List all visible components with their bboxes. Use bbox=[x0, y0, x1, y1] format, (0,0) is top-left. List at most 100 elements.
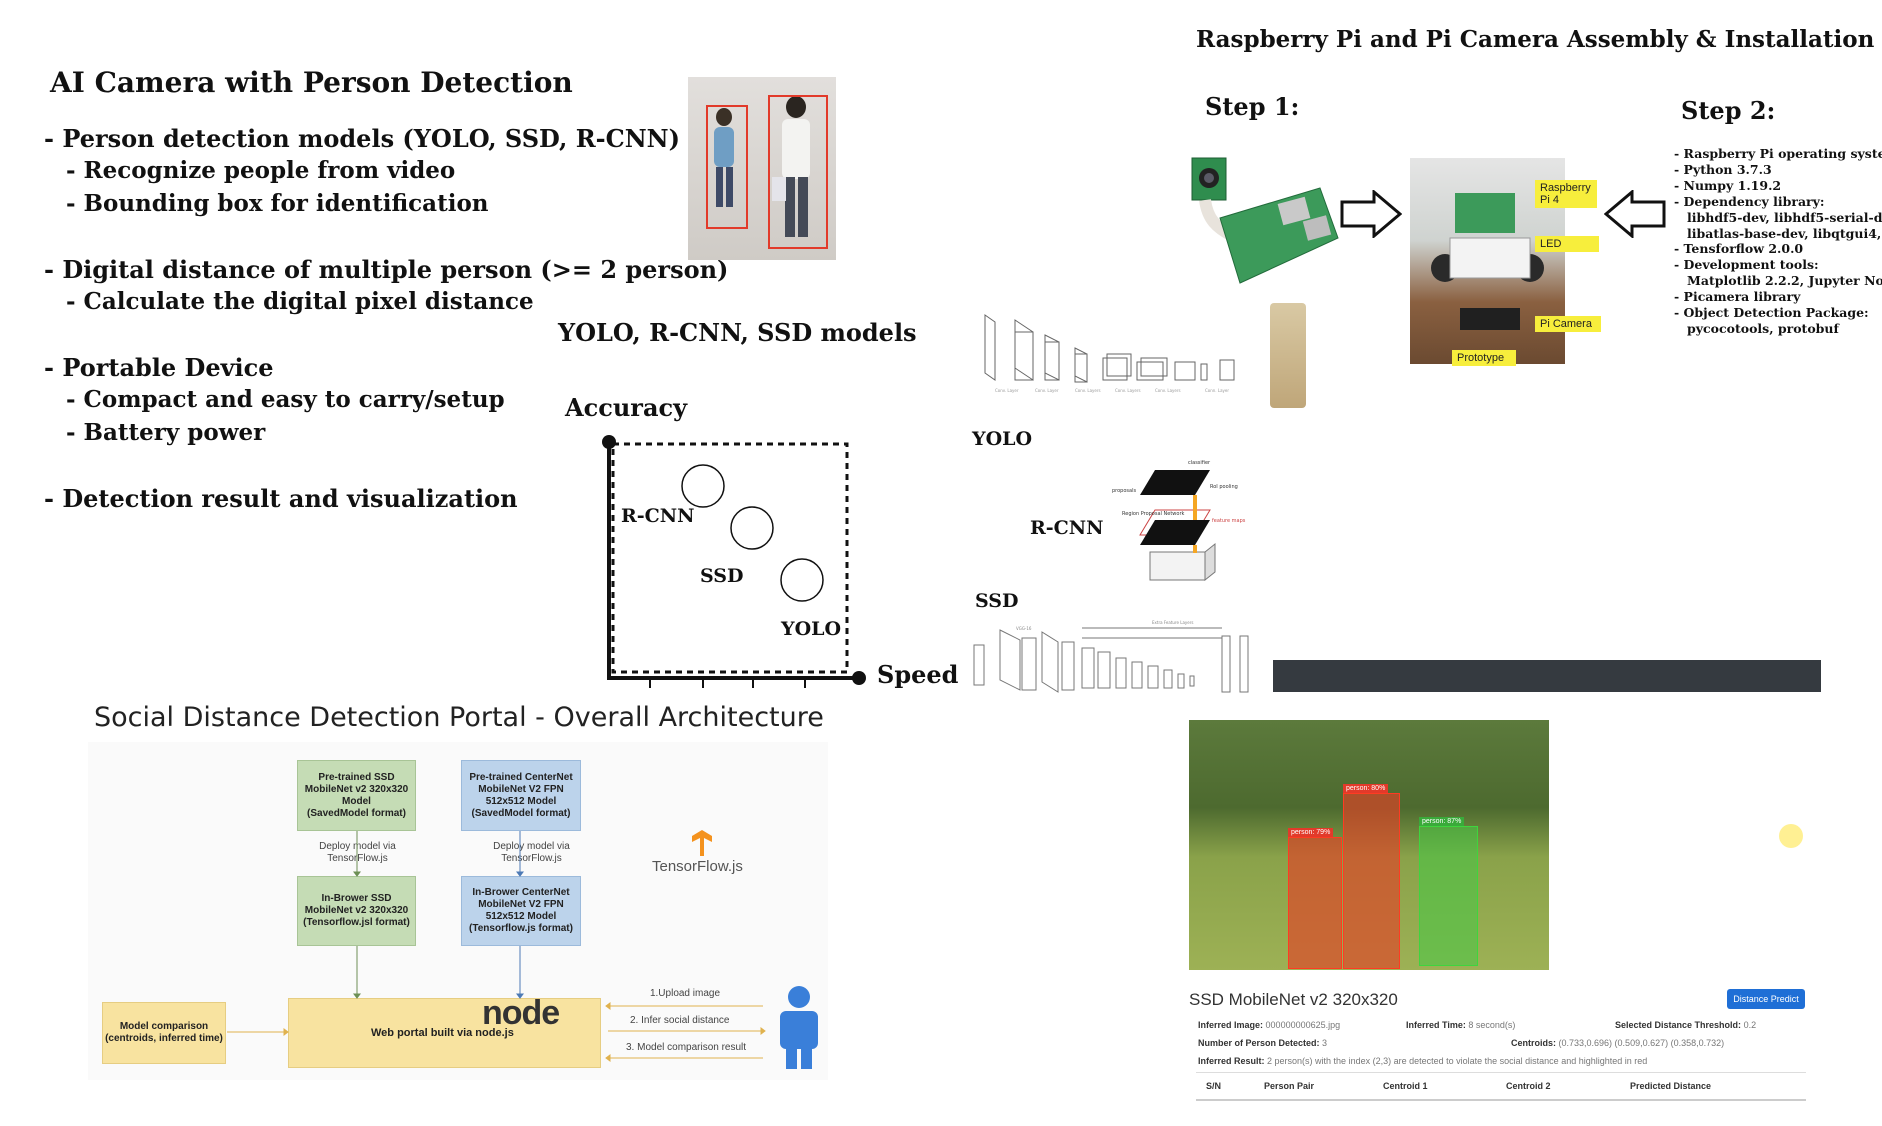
yolo-point bbox=[781, 559, 823, 601]
step2-item: - Development tools: bbox=[1674, 257, 1882, 273]
rcnn-point-label: R-CNN bbox=[621, 505, 695, 527]
rcnn-point bbox=[682, 465, 724, 507]
detection-box: person: 87% bbox=[1419, 826, 1478, 966]
inferred-image-label: Inferred Image: bbox=[1198, 1020, 1263, 1030]
model-title: SSD MobileNet v2 320x320 bbox=[1189, 990, 1398, 1010]
step2-label: Step 2: bbox=[1681, 96, 1775, 125]
prototype-label: Prototype bbox=[1452, 350, 1516, 366]
yolo-point-label: YOLO bbox=[781, 618, 841, 640]
col-person-pair: Person Pair bbox=[1264, 1081, 1314, 1091]
step-infer-note: 2. Infer social distance bbox=[630, 1015, 760, 1027]
person-bbox-1 bbox=[706, 105, 748, 229]
architecture-title: Social Distance Detection Portal - Overa… bbox=[94, 702, 824, 733]
pedestrian-photo bbox=[688, 77, 836, 260]
detection-result-image: person: 79% person: 80% person: 87% bbox=[1189, 720, 1549, 970]
inferred-image-row: Inferred Image: 000000000625.jpg bbox=[1198, 1020, 1340, 1030]
centroids-value: (0.733,0.696) (0.509,0.627) (0.358,0.732… bbox=[1559, 1038, 1725, 1048]
ssd-point bbox=[731, 507, 773, 549]
step-compare-note: 3. Model comparison result bbox=[626, 1042, 766, 1054]
inferred-result-label: Inferred Result: bbox=[1198, 1056, 1265, 1066]
ssd-architecture-diagram: Extra Feature Layers VGG-16 bbox=[972, 620, 1272, 700]
detection-box: person: 79% bbox=[1288, 837, 1342, 969]
svg-text:RoI pooling: RoI pooling bbox=[1210, 484, 1238, 490]
pi-camera-label: Pi Camera bbox=[1535, 316, 1601, 332]
step-upload-note: 1.Upload image bbox=[630, 988, 740, 1000]
col-centroid-1: Centroid 1 bbox=[1383, 1081, 1428, 1091]
col-sn: S/N bbox=[1206, 1081, 1221, 1091]
step2-item: - Tensforflow 2.0.0 bbox=[1674, 241, 1882, 257]
bullet-pixel-distance: - Calculate the digital pixel distance bbox=[66, 288, 534, 315]
step1-label: Step 1: bbox=[1205, 92, 1299, 121]
svg-text:Conv. Layer: Conv. Layer bbox=[1035, 388, 1059, 393]
ssd-point-label: SSD bbox=[700, 565, 744, 587]
svg-text:Extra Feature Layers: Extra Feature Layers bbox=[1152, 620, 1193, 625]
x-axis-dot bbox=[852, 671, 866, 685]
models-chart bbox=[595, 430, 875, 690]
step2-item: - Numpy 1.19.2 bbox=[1674, 178, 1882, 194]
models-chart-title: YOLO, R-CNN, SSD models bbox=[558, 318, 917, 347]
bullet-detection-result: - Detection result and visualization bbox=[44, 484, 518, 513]
person-bbox-2 bbox=[768, 95, 828, 249]
y-axis-dot bbox=[602, 435, 616, 449]
bullet-detection-models: - Person detection models (YOLO, SSD, R-… bbox=[44, 124, 680, 153]
chart-axes bbox=[609, 442, 859, 678]
step2-item: - Raspberry Pi operating system (OS) bbox=[1674, 146, 1882, 162]
detection-box: person: 80% bbox=[1343, 793, 1400, 969]
inferred-result-value: 2 person(s) with the index (2,3) are det… bbox=[1267, 1056, 1647, 1066]
arrow-left-icon bbox=[1604, 190, 1666, 238]
svg-text:Conv. Layers: Conv. Layers bbox=[1075, 388, 1101, 393]
results-table-header: S/N Person Pair Centroid 1 Centroid 2 Pr… bbox=[1196, 1072, 1806, 1101]
step2-item: - Dependency library: bbox=[1674, 194, 1882, 210]
inferred-image-value: 000000000625.jpg bbox=[1266, 1020, 1341, 1030]
num-persons-value: 3 bbox=[1322, 1038, 1327, 1048]
step2-item: libatlas-base-dev, libqtgui4, libqt4-te bbox=[1674, 226, 1882, 242]
step2-item: - Python 3.7.3 bbox=[1674, 162, 1882, 178]
inferred-time-value: 8 second(s) bbox=[1468, 1020, 1515, 1030]
svg-text:Conv. Layers: Conv. Layers bbox=[1115, 388, 1141, 393]
svg-text:classifier: classifier bbox=[1188, 460, 1211, 466]
led-label: LED bbox=[1535, 236, 1599, 252]
inferred-time-label: Inferred Time: bbox=[1406, 1020, 1466, 1030]
rcnn-architecture-diagram: classifier RoI pooling proposals Region Pr… bbox=[1100, 440, 1250, 590]
rcnn-diagram-label: R-CNN bbox=[1030, 517, 1104, 539]
detection-label: person: 79% bbox=[1288, 828, 1333, 837]
bullet-battery: - Battery power bbox=[66, 419, 265, 446]
raspberry-kit-photo bbox=[1270, 303, 1306, 408]
step2-item: libhdf5-dev, libhdf5-serial-dev, bbox=[1674, 210, 1882, 226]
bullet-digital-distance: - Digital distance of multiple person (>… bbox=[44, 255, 728, 284]
pi-camera-photo bbox=[1180, 148, 1340, 288]
detection-label: person: 80% bbox=[1343, 784, 1388, 793]
bullet-portable-device: - Portable Device bbox=[44, 353, 274, 382]
col-centroid-2: Centroid 2 bbox=[1506, 1081, 1551, 1091]
yolo-architecture-diagram: Conv. Layer Conv. Layer Conv. Layers Conv.… bbox=[975, 310, 1245, 415]
svg-text:VGG-16: VGG-16 bbox=[1016, 626, 1032, 631]
ssd-diagram-label: SSD bbox=[975, 590, 1019, 612]
x-axis-label: Speed bbox=[877, 660, 958, 689]
bullet-compact: - Compact and easy to carry/setup bbox=[66, 386, 505, 413]
svg-text:feature maps: feature maps bbox=[1212, 518, 1246, 524]
step2-item: - Picamera library bbox=[1674, 289, 1882, 305]
portal-topbar bbox=[1273, 660, 1821, 692]
slide-title: AI Camera with Person Detection bbox=[50, 66, 573, 99]
col-predicted-distance: Predicted Distance bbox=[1630, 1081, 1711, 1091]
svg-text:proposals: proposals bbox=[1112, 488, 1136, 494]
svg-text:Conv. Layers: Conv. Layers bbox=[1155, 388, 1181, 393]
user-icon bbox=[776, 985, 822, 1069]
step2-list: - Raspberry Pi operating system (OS) - P… bbox=[1674, 146, 1882, 337]
svg-text:Conv. Layer: Conv. Layer bbox=[995, 388, 1019, 393]
cursor-highlight-icon bbox=[1779, 824, 1803, 848]
raspberry-title: Raspberry Pi and Pi Camera Assembly & In… bbox=[1196, 26, 1874, 53]
inferred-result-row: Inferred Result: 2 person(s) with the in… bbox=[1198, 1056, 1647, 1066]
threshold-value: 0.2 bbox=[1744, 1020, 1757, 1030]
bullet-bounding-box: - Bounding box for identification bbox=[66, 190, 489, 217]
inferred-time-row: Inferred Time: 8 second(s) bbox=[1406, 1020, 1515, 1030]
distance-predict-button[interactable]: Distance Predict bbox=[1727, 989, 1805, 1009]
num-persons-label: Number of Person Detected: bbox=[1198, 1038, 1320, 1048]
step2-item: Matplotlib 2.2.2, Jupyter Notebook bbox=[1674, 273, 1882, 289]
detection-label: person: 87% bbox=[1419, 817, 1464, 826]
step2-item: pycocotools, protobuf bbox=[1674, 321, 1882, 337]
threshold-label: Selected Distance Threshold: bbox=[1615, 1020, 1741, 1030]
y-axis-label: Accuracy bbox=[565, 393, 687, 422]
architecture-connectors bbox=[88, 742, 828, 1080]
svg-text:Region Proposal Network: Region Proposal Network bbox=[1122, 511, 1184, 517]
